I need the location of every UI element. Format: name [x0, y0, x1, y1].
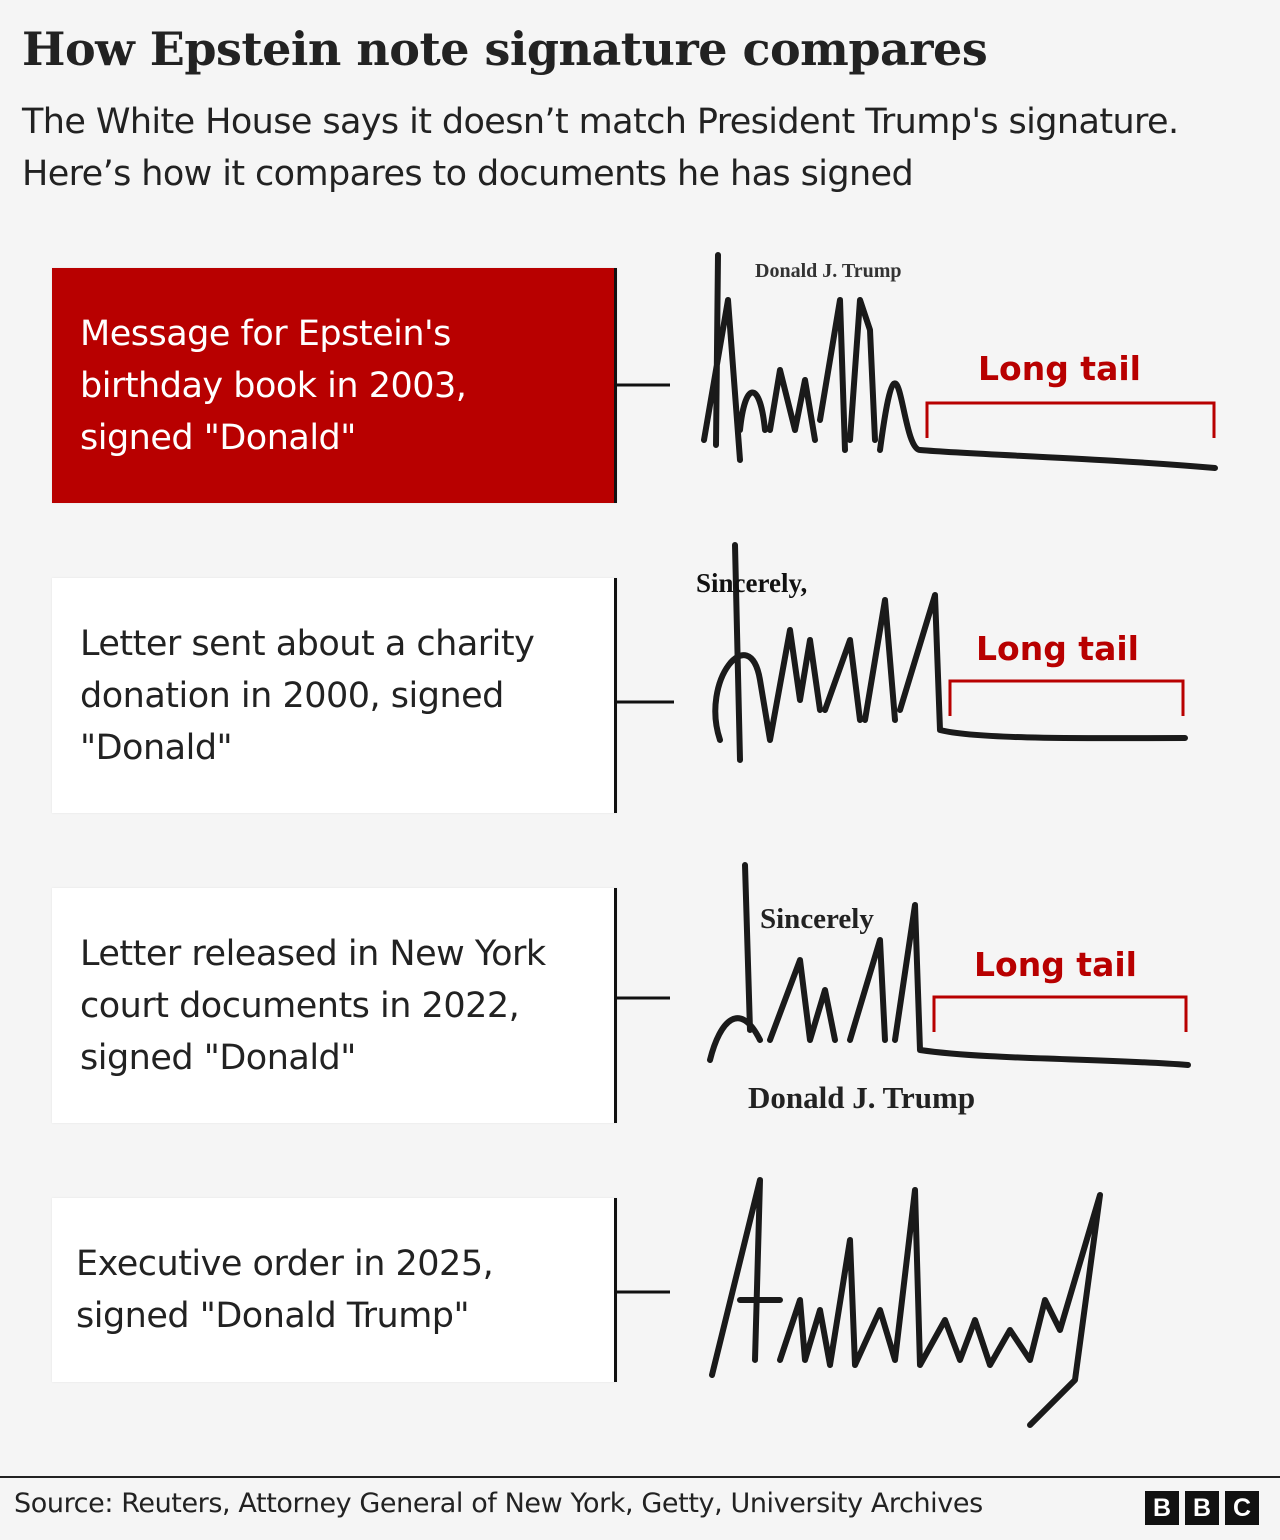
- title: How Epstein note signature compares: [22, 22, 988, 76]
- printed-closing: Sincerely: [760, 903, 874, 935]
- annotation: Long tail: [978, 349, 1141, 388]
- connectors: [617, 383, 674, 1294]
- label-box: Message for Epstein's birthday book in 2…: [52, 268, 617, 503]
- logo-letter: B: [1145, 1491, 1179, 1525]
- annotation: Long tail: [974, 945, 1137, 984]
- logo-letter: B: [1185, 1491, 1219, 1525]
- brackets: [925, 401, 1216, 1032]
- label: Letter sent about a charity donation in …: [80, 623, 535, 768]
- printed-name: Donald J. Trump: [748, 1080, 975, 1115]
- printed-name: Donald J. Trump: [755, 260, 902, 282]
- label: Message for Epstein's birthday book in 2…: [80, 313, 467, 458]
- signature-strokes: [701, 252, 1218, 1428]
- printed-closing: Sincerely,: [696, 568, 807, 598]
- source: Source: Reuters, Attorney General of New…: [14, 1488, 983, 1519]
- label-box: Executive order in 2025, signed "Donald …: [52, 1198, 617, 1382]
- label-box: Letter sent about a charity donation in …: [52, 578, 617, 813]
- label-box: Letter released in New York court docume…: [52, 888, 617, 1123]
- logo-letter: C: [1225, 1491, 1259, 1525]
- subtitle: The White House says it doesn’t match Pr…: [22, 102, 1179, 194]
- signatures: Donald J. Trump Sincerely, Sincerely Don…: [617, 252, 1218, 1428]
- footer-rule: [0, 1476, 1280, 1478]
- annotation: Long tail: [976, 629, 1139, 668]
- label: Letter released in New York court docume…: [80, 933, 546, 1078]
- label: Executive order in 2025, signed "Donald …: [76, 1244, 494, 1336]
